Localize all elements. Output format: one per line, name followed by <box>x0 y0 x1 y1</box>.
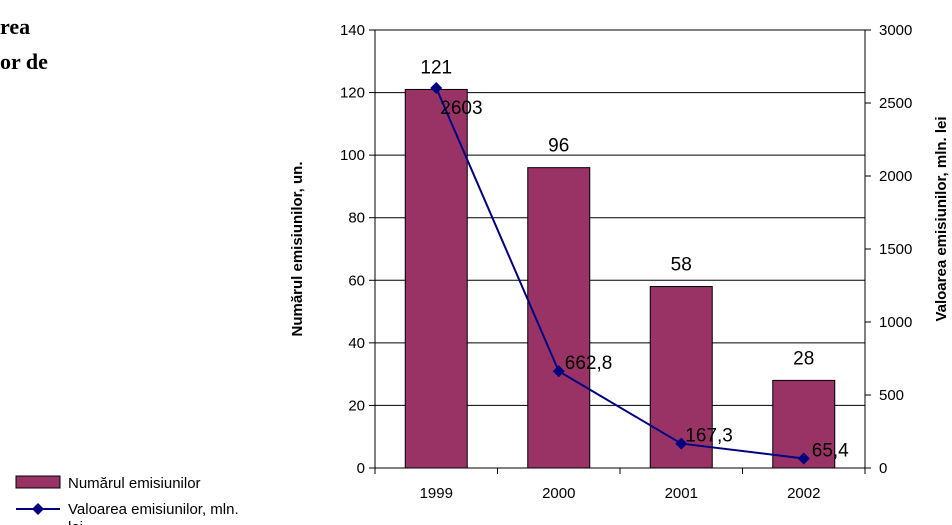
document-text-fragment: or de <box>0 49 48 74</box>
y-right-tick-label: 2000 <box>879 168 912 185</box>
x-tick-label: 2002 <box>787 485 820 502</box>
legend-label: Valoarea emisiunilor, mln. <box>68 501 239 518</box>
line-point <box>675 437 688 450</box>
y-left-tick-label: 140 <box>340 22 365 39</box>
y-left-tick-label: 40 <box>348 335 365 352</box>
line-data-label: 65,4 <box>812 440 849 461</box>
bar-data-label: 28 <box>793 348 814 369</box>
document-text-fragment: rea <box>0 14 31 39</box>
x-tick-label: 2000 <box>542 485 575 502</box>
bar-data-label: 96 <box>548 136 569 157</box>
y-left-tick-label: 20 <box>348 397 365 414</box>
bar-data-label: 58 <box>671 255 692 276</box>
line-data-label: 662,8 <box>565 353 613 374</box>
y-right-tick-label: 500 <box>879 387 904 404</box>
bar <box>404 88 468 469</box>
line-point <box>797 452 810 465</box>
legend-swatch-bar <box>15 475 61 489</box>
bar-data-label: 121 <box>420 57 452 78</box>
y-right-tick-label: 2500 <box>879 95 912 112</box>
y-left-tick-label: 0 <box>357 460 365 477</box>
x-tick-label: 2001 <box>665 485 698 502</box>
y-left-tick-label: 100 <box>340 147 365 164</box>
line-point <box>430 81 443 94</box>
line-point <box>552 365 565 378</box>
y-left-tick-label: 60 <box>348 272 365 289</box>
legend-label: lei <box>68 519 83 525</box>
series-line-valoarea <box>435 87 804 460</box>
bar <box>527 167 591 469</box>
y-right-axis-title: Valoarea emisiunilor, mln. lei <box>933 116 950 321</box>
y-right-tick-label: 3000 <box>879 22 912 39</box>
line-data-label: 167,3 <box>685 426 733 447</box>
line-data-label: 2603 <box>440 98 482 119</box>
y-left-tick-label: 120 <box>340 85 365 102</box>
y-right-tick-label: 1500 <box>879 241 912 258</box>
y-right-tick-label: 1000 <box>879 314 912 331</box>
legend-marker <box>32 503 44 515</box>
y-left-tick-label: 80 <box>348 210 365 227</box>
x-tick-label: 1999 <box>420 485 453 502</box>
y-left-axis-title: Numărul emisiunilor, un. <box>289 161 306 336</box>
y-right-tick-label: 0 <box>879 460 887 477</box>
legend-label: Numărul emisiunilor <box>68 475 201 492</box>
